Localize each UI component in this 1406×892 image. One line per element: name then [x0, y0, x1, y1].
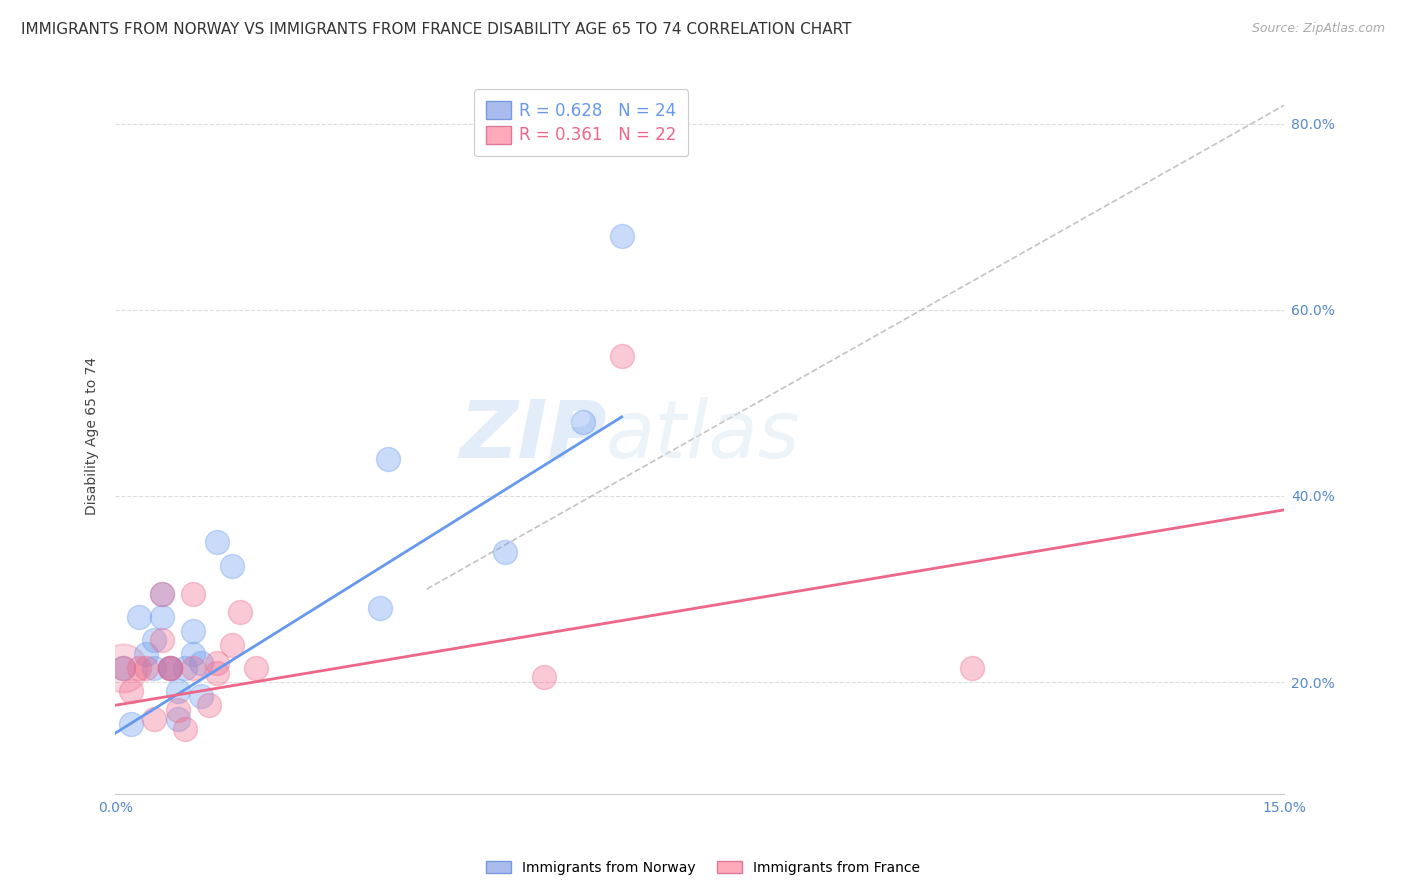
Point	[205, 665, 228, 680]
Point	[150, 587, 173, 601]
Point	[181, 624, 204, 638]
Point	[128, 661, 150, 675]
Y-axis label: Disability Age 65 to 74: Disability Age 65 to 74	[86, 357, 100, 515]
Point	[571, 415, 593, 429]
Point	[166, 703, 188, 717]
Point	[174, 661, 197, 675]
Point	[159, 661, 181, 675]
Point	[205, 535, 228, 549]
Point	[181, 587, 204, 601]
Point	[229, 605, 252, 619]
Point	[128, 610, 150, 624]
Point	[174, 722, 197, 736]
Point	[205, 657, 228, 671]
Point	[610, 350, 633, 364]
Point	[190, 689, 212, 703]
Legend: Immigrants from Norway, Immigrants from France: Immigrants from Norway, Immigrants from …	[481, 855, 925, 880]
Point	[143, 633, 166, 648]
Point	[610, 228, 633, 243]
Point	[221, 638, 243, 652]
Point	[135, 647, 157, 661]
Point	[150, 610, 173, 624]
Point	[135, 661, 157, 675]
Point	[159, 661, 181, 675]
Point	[181, 647, 204, 661]
Point	[159, 661, 181, 675]
Point	[143, 712, 166, 726]
Text: ZIP: ZIP	[458, 397, 606, 475]
Point	[221, 558, 243, 573]
Point	[120, 717, 142, 731]
Point	[166, 684, 188, 698]
Point	[112, 661, 135, 675]
Point	[150, 587, 173, 601]
Legend: R = 0.628   N = 24, R = 0.361   N = 22: R = 0.628 N = 24, R = 0.361 N = 22	[474, 89, 689, 156]
Point	[120, 684, 142, 698]
Point	[245, 661, 267, 675]
Point	[377, 451, 399, 466]
Text: IMMIGRANTS FROM NORWAY VS IMMIGRANTS FROM FRANCE DISABILITY AGE 65 TO 74 CORRELA: IMMIGRANTS FROM NORWAY VS IMMIGRANTS FRO…	[21, 22, 852, 37]
Point	[494, 545, 516, 559]
Point	[112, 661, 135, 675]
Point	[159, 661, 181, 675]
Text: atlas: atlas	[606, 397, 801, 475]
Point	[143, 661, 166, 675]
Point	[962, 661, 984, 675]
Point	[190, 657, 212, 671]
Point	[368, 600, 391, 615]
Point	[166, 712, 188, 726]
Point	[181, 661, 204, 675]
Point	[150, 633, 173, 648]
Point	[533, 670, 555, 684]
Point	[197, 698, 219, 713]
Text: Source: ZipAtlas.com: Source: ZipAtlas.com	[1251, 22, 1385, 36]
Point	[112, 661, 135, 675]
